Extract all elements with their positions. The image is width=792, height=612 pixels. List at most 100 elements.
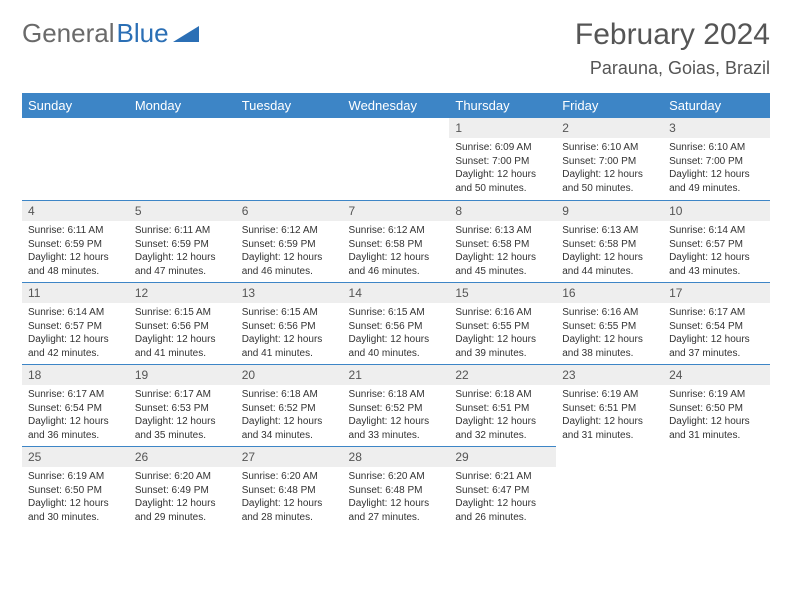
calendar-cell: 8Sunrise: 6:13 AMSunset: 6:58 PMDaylight… <box>449 200 556 282</box>
calendar-cell: 4Sunrise: 6:11 AMSunset: 6:59 PMDaylight… <box>22 200 129 282</box>
day-number: 5 <box>129 200 236 221</box>
calendar-cell <box>556 446 663 528</box>
day-number: 1 <box>449 118 556 138</box>
day-details: Sunrise: 6:18 AMSunset: 6:51 PMDaylight:… <box>449 385 556 446</box>
day-details: Sunrise: 6:17 AMSunset: 6:54 PMDaylight:… <box>22 385 129 446</box>
logo-text-blue: Blue <box>117 18 169 49</box>
day-details: Sunrise: 6:19 AMSunset: 6:50 PMDaylight:… <box>22 467 129 528</box>
month-title: February 2024 <box>575 18 770 52</box>
calendar-cell: 23Sunrise: 6:19 AMSunset: 6:51 PMDayligh… <box>556 364 663 446</box>
calendar-cell: 22Sunrise: 6:18 AMSunset: 6:51 PMDayligh… <box>449 364 556 446</box>
calendar-cell: 26Sunrise: 6:20 AMSunset: 6:49 PMDayligh… <box>129 446 236 528</box>
day-details: Sunrise: 6:20 AMSunset: 6:48 PMDaylight:… <box>343 467 450 528</box>
logo: GeneralBlue <box>22 18 199 49</box>
day-number: 3 <box>663 118 770 138</box>
calendar-cell: 1Sunrise: 6:09 AMSunset: 7:00 PMDaylight… <box>449 118 556 200</box>
calendar-row: 4Sunrise: 6:11 AMSunset: 6:59 PMDaylight… <box>22 200 770 282</box>
calendar-cell: 14Sunrise: 6:15 AMSunset: 6:56 PMDayligh… <box>343 282 450 364</box>
calendar-cell: 3Sunrise: 6:10 AMSunset: 7:00 PMDaylight… <box>663 118 770 200</box>
calendar-cell: 20Sunrise: 6:18 AMSunset: 6:52 PMDayligh… <box>236 364 343 446</box>
day-details: Sunrise: 6:13 AMSunset: 6:58 PMDaylight:… <box>449 221 556 282</box>
weekday-header-row: SundayMondayTuesdayWednesdayThursdayFrid… <box>22 93 770 118</box>
day-number: 20 <box>236 364 343 385</box>
day-details: Sunrise: 6:19 AMSunset: 6:50 PMDaylight:… <box>663 385 770 446</box>
calendar-cell: 5Sunrise: 6:11 AMSunset: 6:59 PMDaylight… <box>129 200 236 282</box>
day-details: Sunrise: 6:14 AMSunset: 6:57 PMDaylight:… <box>663 221 770 282</box>
day-details: Sunrise: 6:09 AMSunset: 7:00 PMDaylight:… <box>449 138 556 199</box>
day-number: 23 <box>556 364 663 385</box>
header: GeneralBlue February 2024 Parauna, Goias… <box>22 18 770 79</box>
day-details: Sunrise: 6:12 AMSunset: 6:59 PMDaylight:… <box>236 221 343 282</box>
day-details: Sunrise: 6:14 AMSunset: 6:57 PMDaylight:… <box>22 303 129 364</box>
day-details: Sunrise: 6:11 AMSunset: 6:59 PMDaylight:… <box>22 221 129 282</box>
calendar-row: 18Sunrise: 6:17 AMSunset: 6:54 PMDayligh… <box>22 364 770 446</box>
calendar-cell <box>663 446 770 528</box>
day-details: Sunrise: 6:16 AMSunset: 6:55 PMDaylight:… <box>556 303 663 364</box>
day-number: 10 <box>663 200 770 221</box>
calendar-row: 1Sunrise: 6:09 AMSunset: 7:00 PMDaylight… <box>22 118 770 200</box>
day-number: 6 <box>236 200 343 221</box>
day-number: 24 <box>663 364 770 385</box>
day-details: Sunrise: 6:17 AMSunset: 6:54 PMDaylight:… <box>663 303 770 364</box>
day-details: Sunrise: 6:17 AMSunset: 6:53 PMDaylight:… <box>129 385 236 446</box>
calendar-table: SundayMondayTuesdayWednesdayThursdayFrid… <box>22 93 770 528</box>
day-number: 21 <box>343 364 450 385</box>
calendar-cell: 27Sunrise: 6:20 AMSunset: 6:48 PMDayligh… <box>236 446 343 528</box>
calendar-cell <box>343 118 450 200</box>
weekday-header: Tuesday <box>236 93 343 118</box>
weekday-header: Wednesday <box>343 93 450 118</box>
day-details: Sunrise: 6:15 AMSunset: 6:56 PMDaylight:… <box>129 303 236 364</box>
day-details: Sunrise: 6:18 AMSunset: 6:52 PMDaylight:… <box>343 385 450 446</box>
calendar-cell: 2Sunrise: 6:10 AMSunset: 7:00 PMDaylight… <box>556 118 663 200</box>
calendar-cell: 9Sunrise: 6:13 AMSunset: 6:58 PMDaylight… <box>556 200 663 282</box>
calendar-cell: 19Sunrise: 6:17 AMSunset: 6:53 PMDayligh… <box>129 364 236 446</box>
day-details: Sunrise: 6:13 AMSunset: 6:58 PMDaylight:… <box>556 221 663 282</box>
calendar-cell <box>129 118 236 200</box>
day-details: Sunrise: 6:12 AMSunset: 6:58 PMDaylight:… <box>343 221 450 282</box>
day-number: 26 <box>129 446 236 467</box>
calendar-row: 11Sunrise: 6:14 AMSunset: 6:57 PMDayligh… <box>22 282 770 364</box>
calendar-cell: 7Sunrise: 6:12 AMSunset: 6:58 PMDaylight… <box>343 200 450 282</box>
weekday-header: Monday <box>129 93 236 118</box>
day-details: Sunrise: 6:15 AMSunset: 6:56 PMDaylight:… <box>343 303 450 364</box>
day-number: 2 <box>556 118 663 138</box>
day-number: 28 <box>343 446 450 467</box>
day-number: 4 <box>22 200 129 221</box>
day-number: 8 <box>449 200 556 221</box>
calendar-cell: 12Sunrise: 6:15 AMSunset: 6:56 PMDayligh… <box>129 282 236 364</box>
calendar-cell: 6Sunrise: 6:12 AMSunset: 6:59 PMDaylight… <box>236 200 343 282</box>
calendar-cell: 15Sunrise: 6:16 AMSunset: 6:55 PMDayligh… <box>449 282 556 364</box>
day-number: 19 <box>129 364 236 385</box>
calendar-cell: 25Sunrise: 6:19 AMSunset: 6:50 PMDayligh… <box>22 446 129 528</box>
calendar-cell <box>236 118 343 200</box>
day-number: 17 <box>663 282 770 303</box>
day-details: Sunrise: 6:20 AMSunset: 6:48 PMDaylight:… <box>236 467 343 528</box>
day-number: 12 <box>129 282 236 303</box>
day-number: 15 <box>449 282 556 303</box>
calendar-cell: 28Sunrise: 6:20 AMSunset: 6:48 PMDayligh… <box>343 446 450 528</box>
calendar-cell: 21Sunrise: 6:18 AMSunset: 6:52 PMDayligh… <box>343 364 450 446</box>
day-number: 25 <box>22 446 129 467</box>
calendar-cell: 17Sunrise: 6:17 AMSunset: 6:54 PMDayligh… <box>663 282 770 364</box>
day-details: Sunrise: 6:15 AMSunset: 6:56 PMDaylight:… <box>236 303 343 364</box>
day-number: 13 <box>236 282 343 303</box>
logo-text-general: General <box>22 18 115 49</box>
day-details: Sunrise: 6:19 AMSunset: 6:51 PMDaylight:… <box>556 385 663 446</box>
day-number: 14 <box>343 282 450 303</box>
day-number: 18 <box>22 364 129 385</box>
day-details: Sunrise: 6:20 AMSunset: 6:49 PMDaylight:… <box>129 467 236 528</box>
calendar-cell: 10Sunrise: 6:14 AMSunset: 6:57 PMDayligh… <box>663 200 770 282</box>
calendar-cell: 16Sunrise: 6:16 AMSunset: 6:55 PMDayligh… <box>556 282 663 364</box>
calendar-cell <box>22 118 129 200</box>
day-number: 22 <box>449 364 556 385</box>
day-details: Sunrise: 6:21 AMSunset: 6:47 PMDaylight:… <box>449 467 556 528</box>
day-details: Sunrise: 6:18 AMSunset: 6:52 PMDaylight:… <box>236 385 343 446</box>
logo-triangle-icon <box>173 24 199 44</box>
weekday-header: Saturday <box>663 93 770 118</box>
weekday-header: Thursday <box>449 93 556 118</box>
calendar-cell: 11Sunrise: 6:14 AMSunset: 6:57 PMDayligh… <box>22 282 129 364</box>
calendar-body: 1Sunrise: 6:09 AMSunset: 7:00 PMDaylight… <box>22 118 770 528</box>
weekday-header: Sunday <box>22 93 129 118</box>
day-number: 9 <box>556 200 663 221</box>
day-details: Sunrise: 6:16 AMSunset: 6:55 PMDaylight:… <box>449 303 556 364</box>
